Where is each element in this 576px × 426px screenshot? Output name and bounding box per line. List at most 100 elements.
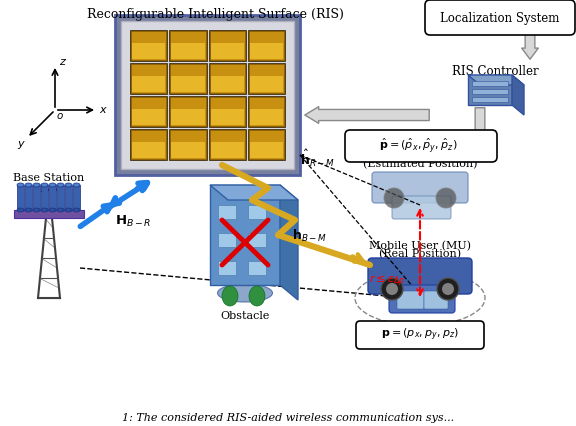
Bar — [210, 185, 280, 285]
Text: $\hat{\mathbf{h}}_{R-M}$: $\hat{\mathbf{h}}_{R-M}$ — [300, 148, 335, 169]
Bar — [209, 63, 246, 94]
Ellipse shape — [49, 208, 56, 212]
Bar — [171, 76, 204, 92]
FancyBboxPatch shape — [372, 172, 468, 203]
Bar — [250, 142, 283, 158]
Bar — [14, 210, 84, 218]
Bar — [132, 142, 165, 158]
Text: $\mathbf{H}_{B-R}$: $\mathbf{H}_{B-R}$ — [115, 214, 151, 229]
Bar — [130, 30, 167, 61]
Bar — [131, 31, 166, 60]
Bar — [210, 43, 244, 59]
FancyBboxPatch shape — [368, 258, 472, 294]
Bar — [170, 64, 206, 93]
Ellipse shape — [73, 208, 80, 212]
Text: (Real Position): (Real Position) — [379, 249, 461, 259]
Ellipse shape — [17, 208, 24, 212]
Ellipse shape — [222, 286, 238, 306]
Bar — [248, 205, 266, 219]
Text: RIS Controller: RIS Controller — [452, 65, 539, 78]
FancyBboxPatch shape — [397, 291, 424, 309]
Text: $\hat{\mathbf{p}}=(\hat{p}_x,\hat{p}_y,\hat{p}_z)$: $\hat{\mathbf{p}}=(\hat{p}_x,\hat{p}_y,\… — [379, 137, 457, 155]
FancyBboxPatch shape — [389, 285, 455, 313]
Bar — [249, 130, 284, 159]
FancyBboxPatch shape — [392, 196, 451, 219]
Bar — [171, 43, 204, 59]
Ellipse shape — [218, 284, 272, 302]
Bar — [132, 109, 165, 125]
Bar — [209, 129, 246, 160]
Bar — [121, 21, 294, 169]
Text: (Estimated Position): (Estimated Position) — [363, 159, 478, 169]
Ellipse shape — [33, 183, 40, 187]
Ellipse shape — [436, 188, 456, 208]
Bar — [228, 291, 232, 304]
Text: x: x — [99, 105, 105, 115]
Bar — [41, 185, 48, 210]
Bar — [210, 130, 245, 159]
Text: Mobile User (MU): Mobile User (MU) — [369, 151, 471, 161]
Ellipse shape — [384, 188, 404, 208]
Text: Mobile User (MU): Mobile User (MU) — [369, 241, 471, 251]
Ellipse shape — [249, 286, 265, 306]
Ellipse shape — [386, 283, 398, 295]
Bar — [73, 185, 80, 210]
Bar — [218, 233, 236, 247]
Bar — [210, 97, 245, 126]
Bar — [171, 142, 204, 158]
Bar — [130, 63, 167, 94]
Ellipse shape — [57, 208, 64, 212]
Bar — [248, 261, 266, 275]
Bar — [171, 109, 204, 125]
Text: Localization System: Localization System — [440, 12, 560, 25]
Polygon shape — [280, 185, 298, 300]
Bar — [210, 64, 245, 93]
Bar — [17, 185, 24, 210]
Bar — [130, 129, 167, 160]
Bar — [472, 97, 508, 102]
Bar — [170, 31, 206, 60]
Bar — [169, 63, 207, 94]
Bar — [209, 96, 246, 127]
Bar — [115, 15, 300, 175]
Bar — [250, 76, 283, 92]
Bar — [170, 130, 206, 159]
Ellipse shape — [17, 183, 24, 187]
Bar — [250, 43, 283, 59]
FancyBboxPatch shape — [356, 321, 484, 349]
Bar — [249, 97, 284, 126]
Bar — [65, 185, 72, 210]
Ellipse shape — [437, 278, 459, 300]
Bar — [472, 89, 508, 94]
Bar — [131, 97, 166, 126]
Bar — [468, 75, 512, 105]
Bar — [255, 291, 259, 304]
Bar — [209, 30, 246, 61]
Bar — [218, 261, 236, 275]
Polygon shape — [468, 75, 524, 85]
Bar — [210, 142, 244, 158]
Bar — [248, 96, 285, 127]
Polygon shape — [512, 75, 524, 115]
Bar — [25, 185, 32, 210]
Ellipse shape — [25, 208, 32, 212]
Text: o: o — [57, 111, 63, 121]
Ellipse shape — [381, 278, 403, 300]
Text: z: z — [59, 57, 65, 67]
Text: $r\leq\varepsilon_{\Delta p}$: $r\leq\varepsilon_{\Delta p}$ — [369, 273, 405, 289]
Ellipse shape — [73, 183, 80, 187]
FancyBboxPatch shape — [345, 130, 497, 162]
Bar — [169, 129, 207, 160]
Bar — [132, 43, 165, 59]
Bar — [250, 109, 283, 125]
Ellipse shape — [49, 183, 56, 187]
Polygon shape — [210, 185, 298, 200]
Bar — [33, 185, 40, 210]
Bar — [131, 64, 166, 93]
Ellipse shape — [25, 183, 32, 187]
Text: (BS): (BS) — [35, 183, 63, 194]
Text: Obstacle: Obstacle — [220, 311, 270, 321]
Bar — [210, 31, 245, 60]
Ellipse shape — [41, 183, 48, 187]
Text: 1: The considered RIS-aided wireless communication sys...: 1: The considered RIS-aided wireless com… — [122, 413, 454, 423]
